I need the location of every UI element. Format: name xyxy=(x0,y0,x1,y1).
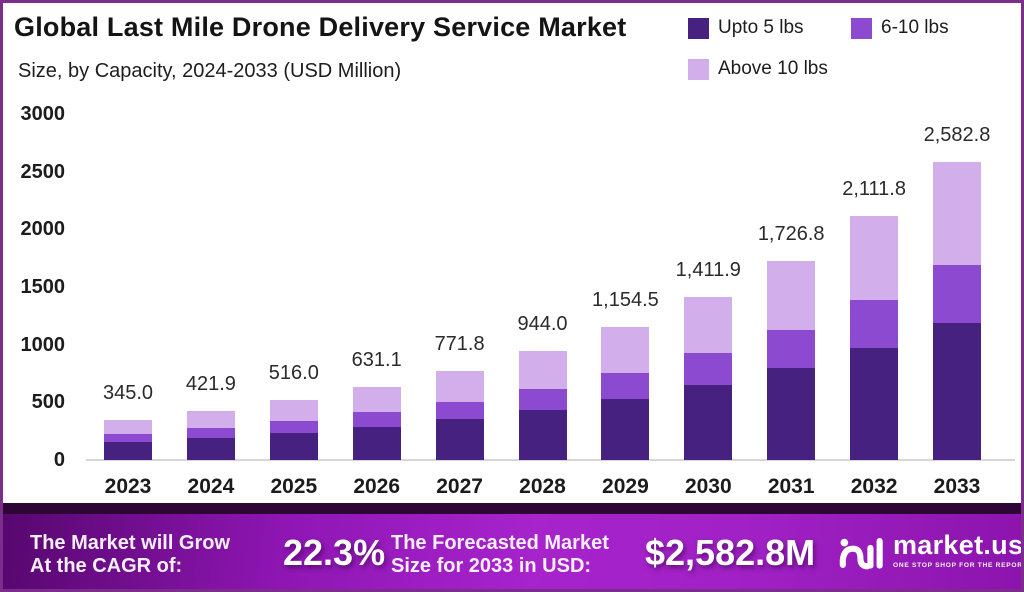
brand-name: market.us xyxy=(893,530,1024,560)
bar-segment-2025-upto-5-lbs xyxy=(269,432,318,460)
bar-total-label-2023: 345.0 xyxy=(102,382,154,405)
legend-label: 6-10 lbs xyxy=(881,17,949,38)
x-axis-label-2033: 2033 xyxy=(933,475,981,498)
x-axis-label-2031: 2031 xyxy=(767,475,815,498)
bar-total-label-2030: 1,411.9 xyxy=(675,259,741,282)
chart-title: Global Last Mile Drone Delivery Service … xyxy=(14,12,627,42)
bar-segment-2033-upto-5-lbs xyxy=(933,322,981,460)
bar-segment-2030-above-10-lbs xyxy=(684,297,733,354)
legend-swatch-icon xyxy=(688,17,709,39)
legend-item-0: Upto 5 lbs xyxy=(688,17,851,39)
cagr-label: The Market will Grow At the CAGR of: xyxy=(30,532,230,578)
bar-segment-2023-above-10-lbs xyxy=(104,420,152,434)
bar-segment-2027-upto-5-lbs xyxy=(435,419,484,460)
bar-total-label-2033: 2,582.8 xyxy=(923,124,991,147)
bar-segment-2024-above-10-lbs xyxy=(186,411,235,429)
legend-swatch-icon xyxy=(851,17,872,39)
bar-segment-2033-6-10-lbs xyxy=(933,264,981,323)
bar-segment-2028-above-10-lbs xyxy=(518,351,567,389)
forecast-label-line2: Size for 2033 in USD: xyxy=(391,555,592,577)
bar-total-label-2027: 771.8 xyxy=(434,332,485,355)
y-axis-tick-1500: 1500 xyxy=(20,276,66,298)
brand-tagline: ONE STOP SHOP FOR THE REPORTS xyxy=(893,562,1024,569)
bar-segment-2024-upto-5-lbs xyxy=(186,437,235,460)
x-axis-label-2024: 2024 xyxy=(187,475,235,498)
x-axis-label-2028: 2028 xyxy=(519,475,566,498)
bar-segment-2029-above-10-lbs xyxy=(601,326,650,373)
cagr-label-line2: At the CAGR of: xyxy=(30,555,183,577)
bar-segment-2030-6-10-lbs xyxy=(684,353,733,386)
bar-segment-2032-above-10-lbs xyxy=(850,216,899,301)
bar-segment-2031-above-10-lbs xyxy=(767,260,816,330)
y-axis-tick-2000: 2000 xyxy=(20,218,66,241)
banner-top-strip xyxy=(3,503,1021,514)
bar-segment-2029-6-10-lbs xyxy=(601,372,650,399)
legend-label: Above 10 lbs xyxy=(718,58,828,79)
bar-segment-2032-6-10-lbs xyxy=(850,300,899,348)
x-axis-line xyxy=(86,459,1015,461)
bar-segment-2025-6-10-lbs xyxy=(269,421,318,433)
bar-segment-2027-6-10-lbs xyxy=(435,401,484,420)
chart-legend: Upto 5 lbs 6-10 lbs Above 10 lbs xyxy=(688,17,949,80)
bar-segment-2029-upto-5-lbs xyxy=(601,398,650,460)
bar-total-label-2024: 421.9 xyxy=(185,373,236,396)
x-axis-label-2032: 2032 xyxy=(850,475,898,498)
bar-total-label-2026: 631.1 xyxy=(351,349,402,372)
x-axis-label-2023: 2023 xyxy=(104,475,152,498)
bar-segment-2032-upto-5-lbs xyxy=(850,347,899,460)
bar-total-label-2025: 516.0 xyxy=(268,362,319,385)
bar-segment-2031-upto-5-lbs xyxy=(767,368,816,460)
bar-total-label-2029: 1,154.5 xyxy=(592,288,659,311)
x-axis-label-2025: 2025 xyxy=(270,475,318,498)
legend-swatch-icon xyxy=(688,58,709,80)
legend-item-2: Above 10 lbs xyxy=(688,58,851,80)
x-axis-label-2030: 2030 xyxy=(684,475,732,498)
bar-segment-2023-upto-5-lbs xyxy=(104,441,152,460)
bar-segment-2027-above-10-lbs xyxy=(435,370,484,402)
forecast-value: $2,582.8M xyxy=(645,532,816,573)
y-axis-tick-3000: 3000 xyxy=(20,103,66,125)
x-axis-label-2027: 2027 xyxy=(436,475,483,498)
footer-banner: The Market will Grow At the CAGR of: 22.… xyxy=(3,503,1021,589)
legend-label: Upto 5 lbs xyxy=(718,17,804,38)
bar-total-label-2028: 944.0 xyxy=(517,313,568,336)
x-axis-label-2029: 2029 xyxy=(602,475,649,498)
y-axis-tick-2500: 2500 xyxy=(20,160,66,183)
bar-segment-2026-upto-5-lbs xyxy=(352,426,401,460)
bar-segment-2030-upto-5-lbs xyxy=(684,385,733,460)
bar-segment-2026-above-10-lbs xyxy=(352,387,401,413)
x-axis-label-2026: 2026 xyxy=(353,475,401,498)
bar-segment-2033-above-10-lbs xyxy=(933,162,981,265)
market-us-logo: market.us ONE STOP SHOP FOR THE REPORTS xyxy=(839,530,1024,571)
bar-segment-2028-upto-5-lbs xyxy=(518,409,567,460)
bar-segment-2028-6-10-lbs xyxy=(518,388,567,410)
bar-segment-2025-above-10-lbs xyxy=(269,400,318,421)
y-axis-tick-1000: 1000 xyxy=(20,333,66,356)
bar-segment-2023-6-10-lbs xyxy=(104,433,152,442)
y-axis-tick-0: 0 xyxy=(53,449,65,471)
bar-segment-2026-6-10-lbs xyxy=(352,412,401,427)
forecast-label-line1: The Forecasted Market xyxy=(391,532,609,554)
chart-subtitle: Size, by Capacity, 2024-2033 (USD Millio… xyxy=(18,60,402,82)
forecast-label: The Forecasted Market Size for 2033 in U… xyxy=(391,532,609,578)
brand-text-block: market.us ONE STOP SHOP FOR THE REPORTS xyxy=(893,530,1024,569)
bar-segment-2031-6-10-lbs xyxy=(767,329,816,369)
legend-item-1: 6-10 lbs xyxy=(851,17,949,39)
bar-total-label-2032: 2,111.8 xyxy=(842,178,906,201)
cagr-value: 22.3% xyxy=(283,532,386,573)
market-us-logo-icon xyxy=(839,537,883,570)
chart-plot-area: 0 500 1000 1500 2000 2500 3000 345.0 2023 421.9 20… xyxy=(3,3,1021,509)
y-axis-tick-500: 500 xyxy=(31,391,65,414)
bar-segment-2024-6-10-lbs xyxy=(186,428,235,438)
bar-total-label-2031: 1,726.8 xyxy=(757,222,825,245)
cagr-label-line1: The Market will Grow xyxy=(30,532,231,554)
